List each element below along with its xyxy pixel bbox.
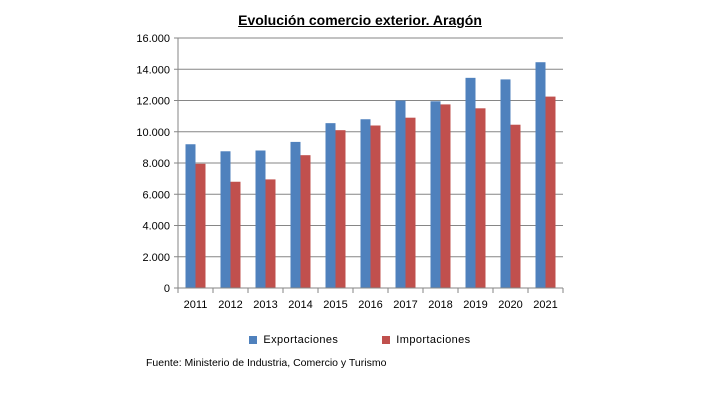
y-tick-label: 4.000	[142, 221, 170, 233]
bar-exportaciones-2017	[395, 100, 406, 288]
bar-exportaciones-2011	[185, 144, 196, 288]
legend-swatch-exportaciones	[249, 336, 258, 344]
source-note: Fuente: Ministerio de Industria, Comerci…	[146, 357, 387, 369]
bar-exportaciones-2020	[500, 79, 511, 288]
y-tick-label: 8.000	[142, 158, 170, 170]
bar-importaciones-2019	[475, 108, 486, 288]
x-tick-label: 2013	[253, 299, 277, 311]
y-tick-label: 6.000	[142, 189, 170, 201]
x-tick-label: 2012	[218, 299, 242, 311]
bar-importaciones-2017	[405, 117, 416, 288]
bar-importaciones-2012	[230, 181, 241, 288]
bars	[185, 62, 556, 288]
x-tick-label: 2019	[463, 299, 487, 311]
bar-importaciones-2018	[440, 104, 451, 288]
legend-item-exportaciones: Exportaciones	[249, 334, 338, 346]
y-tick-label: 2.000	[142, 252, 170, 264]
y-tick-labels: 0 2.000 4.000 6.000 8.000 10.000 12.000 14.000 1…	[136, 33, 170, 295]
bar-exportaciones-2014	[290, 141, 301, 288]
y-tick-label: 14.000	[136, 64, 170, 76]
x-tick-label: 2011	[184, 299, 208, 311]
bar-importaciones-2016	[370, 125, 381, 288]
y-tick-label: 0	[164, 283, 170, 295]
y-tick-label: 10.000	[136, 127, 170, 139]
x-tick-label: 2014	[288, 299, 312, 311]
x-tick-label: 2016	[358, 299, 382, 311]
x-tick-label: 2020	[498, 299, 522, 311]
x-tick-label: 2017	[393, 299, 417, 311]
bar-exportaciones-2016	[360, 119, 371, 288]
bar-exportaciones-2012	[220, 151, 231, 288]
x-tick-label: 2021	[533, 299, 557, 311]
bar-importaciones-2014	[300, 155, 311, 288]
bar-exportaciones-2015	[325, 123, 336, 288]
bar-exportaciones-2019	[465, 77, 476, 288]
y-tick-label: 16.000	[136, 33, 170, 45]
x-tick-label: 2018	[428, 299, 452, 311]
bar-importaciones-2020	[510, 124, 521, 288]
bar-importaciones-2011	[195, 163, 206, 288]
axes	[174, 37, 564, 293]
legend-swatch-importaciones	[382, 336, 391, 344]
bar-exportaciones-2021	[535, 62, 546, 288]
bar-exportaciones-2013	[255, 150, 266, 288]
bar-importaciones-2015	[335, 130, 346, 288]
legend-item-importaciones: Importaciones	[382, 334, 470, 346]
bar-importaciones-2013	[265, 179, 276, 288]
x-tick-labels: 2011 2012 2013 2014 2015 2016 2017 2018 2019 2020…	[184, 299, 558, 311]
bar-exportaciones-2018	[430, 101, 441, 288]
legend-label-importaciones: Importaciones	[396, 334, 471, 346]
legend: Exportaciones Importaciones	[0, 334, 720, 346]
y-tick-label: 12.000	[136, 96, 170, 108]
x-tick-label: 2015	[323, 299, 347, 311]
legend-label-exportaciones: Exportaciones	[263, 334, 339, 346]
chart-title: Evolución comercio exterior. Aragón	[238, 12, 482, 28]
bar-importaciones-2021	[545, 96, 556, 288]
